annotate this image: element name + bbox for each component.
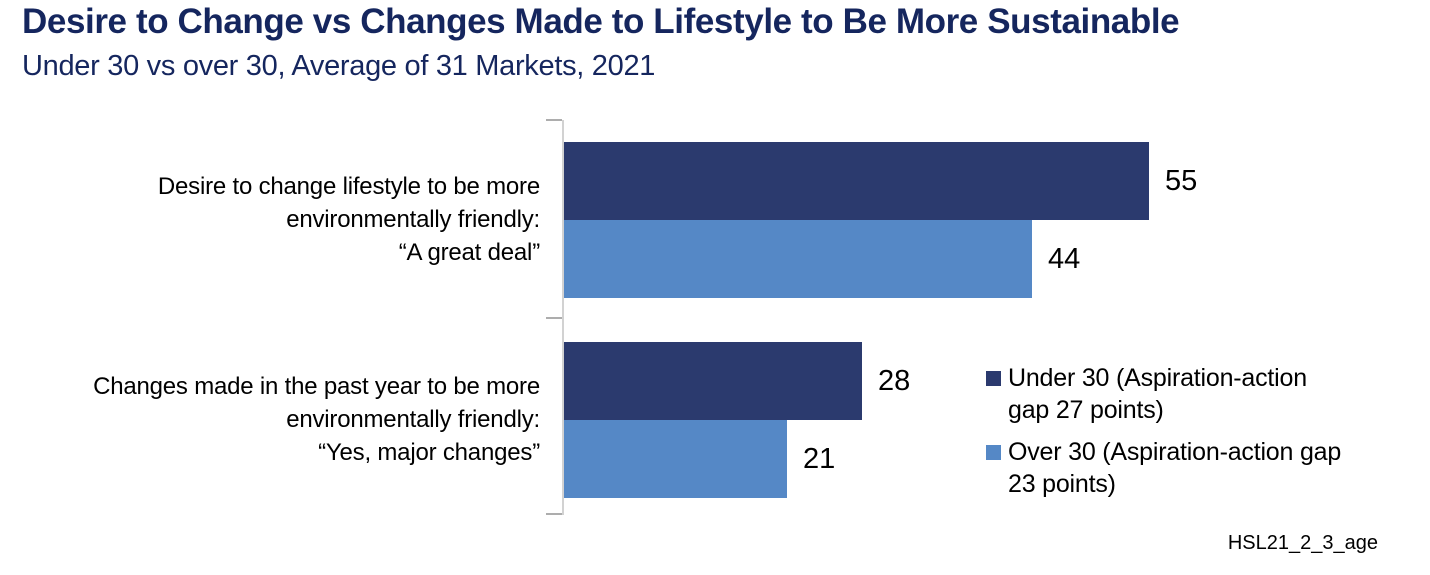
category-label-line: Changes made in the past year to be more: [93, 373, 540, 400]
bar-value-label: 28: [878, 365, 911, 397]
legend-label-line: Over 30 (Aspiration-action gap: [1008, 438, 1342, 466]
legend-swatch-under30: [986, 371, 1001, 386]
category-label-line: “A great deal”: [398, 239, 540, 266]
bar-desire-under30: [564, 142, 1149, 220]
legend-label-under30: Under 30 (Aspiration-action gap 27 point…: [1008, 362, 1307, 426]
legend-item-under30: Under 30 (Aspiration-action gap 27 point…: [986, 362, 1406, 426]
bar-desire-over30: [564, 220, 1032, 298]
page-subtitle: Under 30 vs over 30, Average of 31 Marke…: [22, 50, 656, 82]
legend-label-over30: Over 30 (Aspiration-action gap 23 points…: [1008, 436, 1341, 500]
category-label-line: environmentally friendly:: [286, 206, 540, 233]
bar-value-label: 21: [803, 443, 836, 475]
axis-tick: [546, 119, 562, 121]
bar-value-label: 55: [1165, 165, 1198, 197]
bar-value-label: 44: [1048, 243, 1081, 275]
legend-label-line: Under 30 (Aspiration-action: [1008, 364, 1307, 392]
legend-label-line: gap 27 points): [1008, 396, 1164, 424]
axis-tick: [546, 513, 562, 515]
category-label-line: environmentally friendly:: [286, 406, 540, 433]
category-label-desire: Desire to change lifestyle to be more en…: [0, 170, 540, 269]
y-axis-line: [562, 120, 564, 515]
category-label-changes: Changes made in the past year to be more…: [0, 370, 540, 469]
legend: Under 30 (Aspiration-action gap 27 point…: [986, 362, 1406, 510]
page-title: Desire to Change vs Changes Made to Life…: [22, 2, 1180, 41]
bar-changes-under30: [564, 342, 862, 420]
legend-swatch-over30: [986, 445, 1001, 460]
axis-tick: [546, 317, 562, 319]
legend-label-line: 23 points): [1008, 470, 1116, 498]
legend-item-over30: Over 30 (Aspiration-action gap 23 points…: [986, 436, 1406, 500]
bar-changes-over30: [564, 420, 787, 498]
category-label-line: Desire to change lifestyle to be more: [157, 173, 540, 200]
category-label-line: “Yes, major changes”: [318, 439, 540, 466]
footer-source-code: HSL21_2_3_age: [1227, 532, 1378, 554]
